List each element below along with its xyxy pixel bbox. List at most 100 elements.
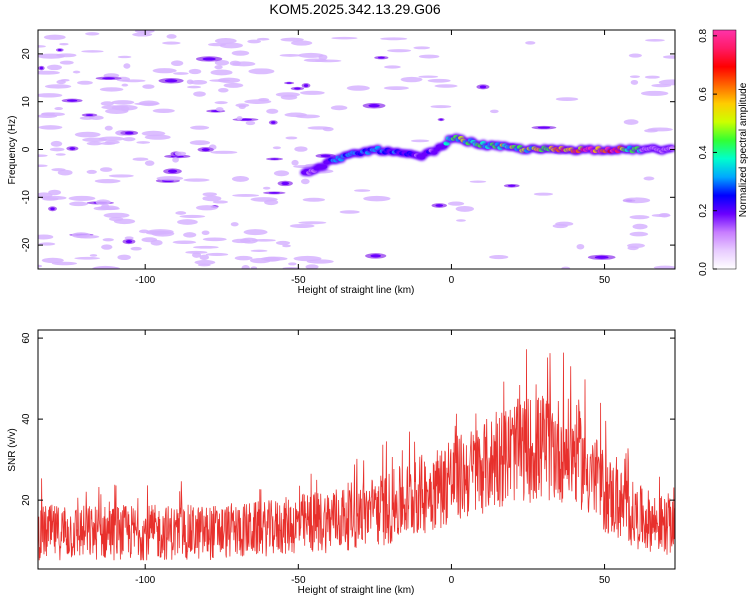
heatmap-noise-cell [102,238,114,242]
heatmap-noise-cell [142,84,155,89]
heatmap-noise-cell [380,37,408,41]
heatmap-noise-cell [263,256,281,262]
heatmap-noise-cell [101,244,113,250]
colorbar-tick-label: 0.0 [698,262,709,276]
heatmap-noise-cell [100,101,114,106]
heatmap-noise-cell [275,92,301,97]
spectrogram-y-ticks: -20 -10 0 10 20 [21,48,675,252]
heatmap-noise-cell [645,38,665,42]
heatmap-noise-cell [232,61,256,67]
heatmap-noise-cell [100,207,121,211]
heatmap-noise-cell [99,87,124,92]
heatmap-noise-cell [245,120,256,126]
x-tick-label: -100 [135,575,155,586]
heatmap-noise-cell [54,107,64,111]
heatmap-noise-cell [410,139,430,143]
heatmap-noise-cell [138,100,160,107]
heatmap-noise-cell [236,116,243,121]
heatmap-noise-cell [400,76,423,83]
heatmap-noise-cell [644,129,659,133]
heatmap-noise-core [50,207,55,211]
heatmap-noise-cell [166,34,177,39]
heatmap-noise-cell [275,240,291,245]
heatmap-noise-cell [205,252,229,256]
heatmap-noise-core [286,82,292,84]
snr-y-ticks: 20 40 60 [21,332,675,506]
heatmap-noise-cell [174,151,187,156]
heatmap-noise-cell [214,101,228,105]
heatmap-noise-cell [192,245,219,249]
heatmap-noise-cell [104,140,120,145]
snr-y-label: SNR (v/v) [7,428,18,471]
heatmap-noise-cell [533,192,554,196]
heatmap-noise-cell [38,93,63,98]
heatmap-noise-cell [179,214,206,218]
heatmap-noise-cell [214,59,230,66]
heatmap-noise-cell [82,137,107,143]
heatmap-noise-cell [183,232,197,238]
heatmap-noise-core [270,158,279,160]
heatmap-noise-cell [199,254,210,261]
heatmap-noise-cell [651,83,672,88]
heatmap-noise-cell [653,265,675,269]
heatmap-noise-cell [243,229,268,236]
heatmap-noise-cell [300,90,325,95]
heatmap-noise-cell [48,189,62,196]
heatmap-noise-cell [194,260,216,265]
heatmap-noise-cell [250,197,278,202]
spectrogram-x-label: Height of straight line (km) [298,285,415,296]
heatmap-noise-cell [38,264,43,268]
snr-series-line [38,349,675,561]
heatmap-noise-cell [262,186,271,190]
heatmap-noise-core [368,104,380,108]
heatmap-noise-cell [622,197,651,204]
heatmap-noise-cell [132,32,153,37]
heatmap-noise-cell [456,219,466,222]
heatmap-noise-cell [231,175,250,182]
heatmap-noise-core [57,48,62,52]
heatmap-noise-cell [152,108,175,113]
heatmap-noise-core [268,192,280,194]
heatmap-noise-cell [189,140,211,146]
heatmap-noise-cell [455,205,474,212]
spectrogram-y-label: Frequency (Hz) [7,116,18,185]
heatmap-noise-cell [202,192,217,197]
heatmap-noise-cell [111,100,135,105]
heatmap-noise-cell [291,40,313,46]
heatmap-noise-cell [172,240,197,244]
heatmap-noise-core [281,181,290,186]
heatmap-noise-core [271,121,276,124]
heatmap-noise-cell [108,174,134,178]
y-tick-label: 20 [21,494,32,506]
y-tick-label: -20 [21,237,32,252]
heatmap-noise-cell [490,109,499,114]
heatmap-noise-cell [289,223,315,228]
heatmap-noise-cell [40,112,66,117]
x-tick-label: 50 [599,575,611,586]
heatmap-noise-cell [623,119,639,125]
heatmap-noise-cell [644,75,660,79]
heatmap-noise-core [39,66,44,70]
spectrogram-heatmap [38,30,675,269]
heatmap-noise-core [594,255,609,259]
heatmap-noise-cell [51,261,77,266]
colorbar-tick-label: 0.2 [698,203,709,217]
heatmap-noise-cell [130,246,142,251]
heatmap-noise-cell [363,195,391,202]
heatmap-noise-cell [55,153,66,156]
heatmap-noise-cell [74,131,101,138]
heatmap-noise-cell [244,99,272,104]
snr-x-label: Height of straight line (km) [298,585,415,596]
heatmap-noise-cell [280,37,304,42]
heatmap-noise-cell [49,147,65,152]
heatmap-noise-cell [69,201,88,207]
heatmap-noise-cell [232,194,260,197]
x-tick-label: -50 [291,275,306,286]
heatmap-noise-cell [346,85,370,91]
heatmap-noise-core [66,99,78,102]
heatmap-noise-core [167,169,178,174]
heatmap-noise-cell [79,116,95,120]
heatmap-noise-cell [92,265,119,269]
heatmap-noise-cell [555,97,579,101]
